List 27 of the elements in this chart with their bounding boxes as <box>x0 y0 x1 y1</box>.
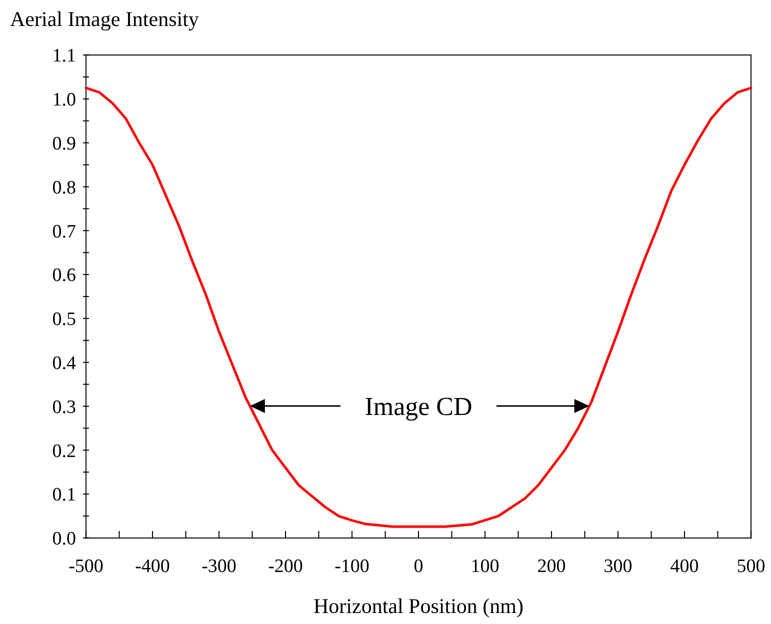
y-tick-label: 0.2 <box>52 440 76 462</box>
annotation: Image CD <box>364 392 472 422</box>
y-tick-label: 0.6 <box>52 265 76 286</box>
x-tick-label: -300 <box>202 556 236 577</box>
y-tick-label: 0.9 <box>52 133 76 154</box>
y-tick-label: 1.1 <box>52 46 76 67</box>
x-tick-label: 400 <box>670 556 699 577</box>
y-tick-label: 0.8 <box>52 177 76 198</box>
y-tick-label: 0.5 <box>52 309 76 330</box>
x-tick-label: 200 <box>537 556 566 577</box>
x-tick-label: -400 <box>135 556 170 577</box>
y-tick-label: 0.4 <box>52 353 76 374</box>
y-tick-label: 0.1 <box>52 484 76 506</box>
x-tick-label: -200 <box>268 556 303 577</box>
x-tick-label: -500 <box>68 556 104 577</box>
y-axis-title: Aerial Image Intensity <box>10 7 200 31</box>
x-tick-label: 100 <box>470 556 500 577</box>
y-tick-label: 0.3 <box>52 396 76 418</box>
y-tick-label: 1.0 <box>52 90 76 111</box>
y-tick-label: 0.0 <box>52 528 76 550</box>
x-tick-label: 500 <box>736 556 766 577</box>
x-tick-label: 0 <box>414 556 424 577</box>
y-tick-label: 0.7 <box>52 221 76 242</box>
x-tick-label: -100 <box>334 556 370 577</box>
line-series <box>84 86 752 528</box>
x-tick-label: 300 <box>604 556 632 577</box>
x-axis-title: Horizontal Position (nm) <box>314 594 524 618</box>
